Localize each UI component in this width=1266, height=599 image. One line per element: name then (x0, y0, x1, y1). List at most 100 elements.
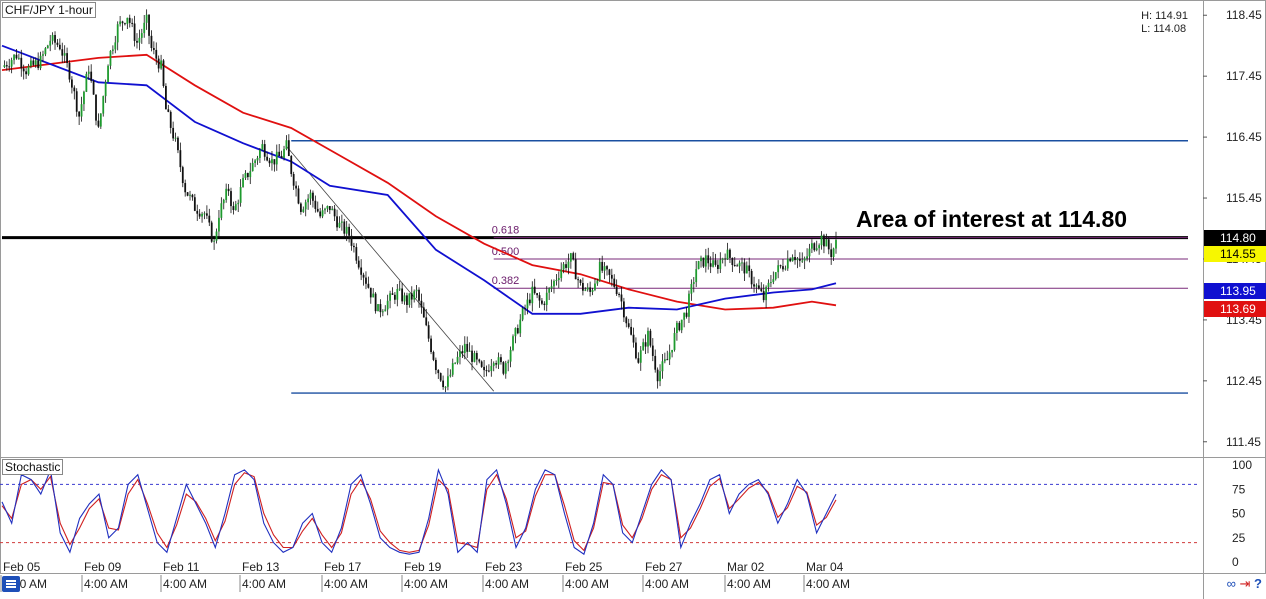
candle-down (439, 373, 442, 381)
candle-up (497, 357, 500, 365)
price-axis: 118.45117.45116.45115.45114.45113.45112.… (1203, 8, 1262, 449)
candle-up (642, 342, 645, 351)
candle-down (316, 208, 319, 212)
candle-down (427, 325, 430, 339)
candle-up (42, 54, 44, 56)
candle-up (507, 361, 510, 364)
candle-down (136, 40, 138, 43)
candle-up (160, 60, 162, 69)
candle-down (128, 17, 131, 23)
candle-up (603, 266, 606, 271)
high-label: H: 114.91 (1141, 10, 1188, 22)
candle-up (671, 349, 673, 353)
price-tick-label: 115.45 (1226, 191, 1262, 205)
candle-up (384, 309, 387, 312)
candle-up (512, 336, 514, 351)
candle-up (548, 288, 551, 293)
candle-down (437, 370, 440, 374)
candle-up (531, 286, 534, 304)
candle-up (239, 187, 242, 203)
candle-down (177, 137, 179, 151)
candle-up (80, 104, 83, 117)
candle-up (234, 204, 237, 211)
candle-down (193, 197, 196, 211)
candle-up (704, 255, 707, 267)
candle-down (724, 258, 727, 260)
candle-up (140, 33, 143, 38)
candle-down (56, 42, 59, 45)
fib-level-label: 0.500 (492, 246, 520, 258)
candle-down (620, 294, 623, 302)
candle-up (44, 48, 47, 55)
candle-down (608, 269, 611, 275)
candle-down (196, 210, 199, 214)
candle-up (594, 283, 596, 290)
candle-down (393, 294, 396, 300)
candle-up (555, 280, 558, 282)
stochastic-axis: 100 75 50 25 0 (1232, 458, 1252, 569)
candle-down (268, 160, 271, 164)
candle-down (355, 247, 358, 261)
candle-down (186, 192, 189, 196)
candle-down (131, 22, 134, 24)
candle-down (362, 274, 365, 278)
candle-down (753, 284, 755, 287)
candle-down (273, 159, 276, 165)
candle-up (659, 371, 661, 382)
candle-up (85, 73, 88, 92)
candle-up (83, 91, 85, 105)
price-tick-label: 117.45 (1226, 69, 1262, 83)
fib-trend-line (286, 145, 495, 392)
candle-up (820, 235, 823, 246)
annotation-text: Area of interest at 114.80 (856, 206, 1128, 232)
candle-down (466, 343, 469, 352)
candle-down (181, 167, 184, 184)
candle-up (145, 14, 148, 23)
time-tick-label: 4:00 AM (806, 577, 850, 591)
candle-down (54, 35, 56, 43)
candle-up (259, 149, 261, 158)
menu-icon[interactable] (2, 576, 20, 592)
candle-down (543, 303, 546, 305)
candle-up (598, 261, 601, 281)
candle-up (215, 231, 218, 241)
candle-up (810, 243, 813, 249)
link-icon[interactable]: ∞ (1226, 576, 1236, 591)
candle-up (102, 96, 105, 114)
candle-up (784, 268, 787, 270)
candle-up (275, 151, 278, 165)
candle-down (615, 286, 618, 295)
candle-up (321, 210, 324, 217)
candle-up (213, 240, 216, 242)
candle-up (796, 258, 799, 261)
price-tick-label: 116.45 (1226, 130, 1262, 144)
candle-down (635, 342, 637, 359)
date-tick-label: Mar 02 (727, 560, 765, 574)
candle-up (454, 362, 457, 364)
arrow-icon[interactable]: ⇥ (1239, 576, 1251, 591)
candle-up (765, 287, 767, 301)
candle-down (461, 351, 464, 354)
candle-down (430, 338, 432, 353)
candle-up (832, 248, 835, 258)
date-tick-label: Feb 05 (3, 560, 41, 574)
candle-up (201, 213, 203, 217)
candle-up (413, 291, 416, 300)
help-icon[interactable]: ? (1254, 576, 1262, 591)
candle-up (3, 65, 6, 68)
candle-up (307, 198, 310, 203)
candle-up (338, 222, 341, 228)
candle-down (823, 235, 825, 247)
candle-down (485, 370, 488, 372)
candle-up (51, 35, 54, 41)
candle-up (490, 365, 493, 372)
candle-down (565, 264, 567, 268)
candle-down (502, 362, 505, 374)
candle-down (589, 287, 592, 292)
fibonacci-retracement[interactable]: 0.618 0.500 0.382 (286, 145, 1188, 392)
time-tick-label: 4:00 AM (645, 577, 689, 591)
candle-down (779, 265, 782, 267)
candle-down (422, 307, 425, 318)
candle-down (95, 94, 97, 121)
